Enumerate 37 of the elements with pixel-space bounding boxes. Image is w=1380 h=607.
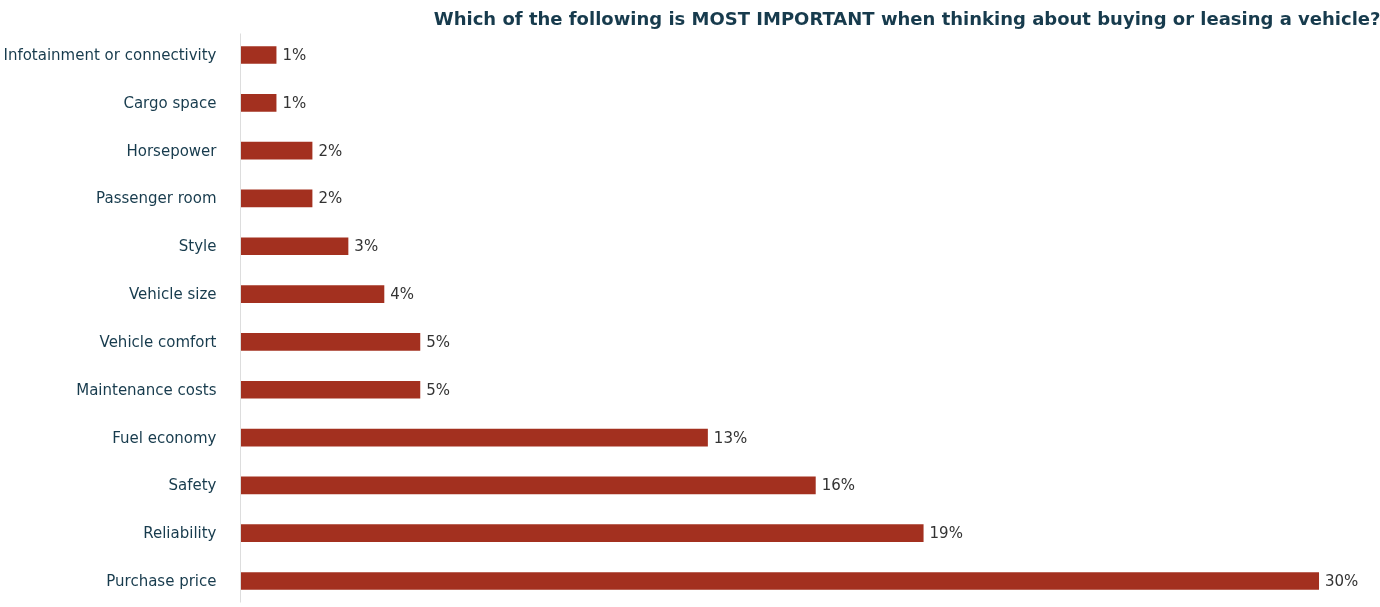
y-tick-label: Maintenance costs xyxy=(76,380,217,399)
data-label: 1% xyxy=(282,46,307,65)
y-tick-label: Reliability xyxy=(143,524,217,543)
data-label: 2% xyxy=(318,189,343,208)
y-tick-label: Purchase price xyxy=(106,571,217,590)
data-label: 2% xyxy=(318,141,343,160)
y-tick-label: Cargo space xyxy=(123,93,217,112)
data-label: 19% xyxy=(929,524,963,543)
bar xyxy=(240,285,385,303)
bar xyxy=(240,237,349,256)
y-tick-label: Style xyxy=(178,237,217,256)
y-tick-label: Horsepower xyxy=(126,141,218,160)
data-label: 5% xyxy=(426,332,451,351)
data-label: 3% xyxy=(354,237,379,256)
data-label: 1% xyxy=(282,93,307,112)
bar xyxy=(240,524,924,543)
data-label: 4% xyxy=(390,285,415,304)
y-tick-label: Infotainment or connectivity xyxy=(3,46,217,65)
bar xyxy=(240,93,277,112)
y-tick-label: Vehicle comfort xyxy=(99,332,217,351)
data-label: 13% xyxy=(713,428,748,447)
bar xyxy=(240,189,313,208)
bar xyxy=(240,141,313,160)
bar xyxy=(240,476,816,495)
data-label: 30% xyxy=(1325,571,1359,590)
bar xyxy=(240,428,708,447)
y-tick-label: Fuel economy xyxy=(112,428,217,447)
bar xyxy=(240,333,421,351)
y-tick-label: Passenger room xyxy=(96,189,217,208)
bar xyxy=(240,572,1320,590)
chart-title: Which of the following is MOST IMPORTANT when thinking about buying or leasing a vehicle? xyxy=(433,7,1380,29)
data-label: 5% xyxy=(426,380,451,399)
y-tick-label: Safety xyxy=(168,476,217,495)
bar xyxy=(240,380,421,399)
data-label: 16% xyxy=(821,476,856,495)
bar xyxy=(240,46,277,64)
y-tick-label: Vehicle size xyxy=(129,285,217,304)
